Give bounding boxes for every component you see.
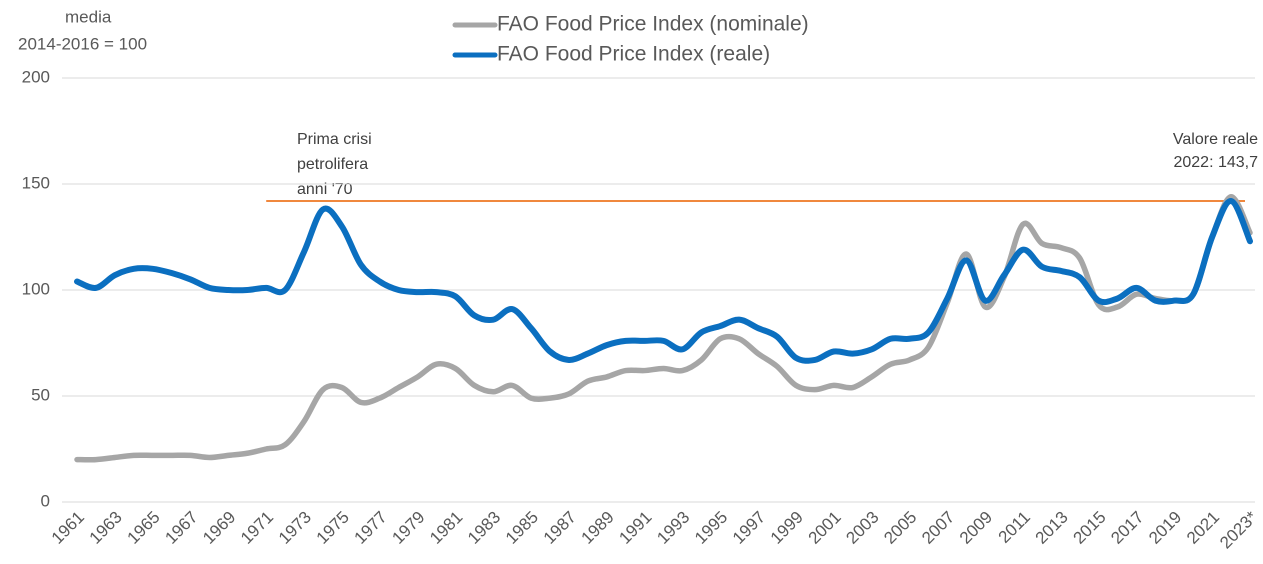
unit-note: media bbox=[65, 7, 112, 26]
x-tick-label: 1999 bbox=[767, 508, 807, 548]
x-tick-label: 1989 bbox=[578, 508, 618, 548]
annotation: Valore reale bbox=[1173, 131, 1258, 148]
series-line bbox=[74, 193, 1253, 463]
y-tick-label: 200 bbox=[22, 67, 50, 86]
x-tick-label: 1987 bbox=[540, 508, 580, 548]
x-tick-label: 2021 bbox=[1183, 508, 1223, 548]
y-tick-label: 50 bbox=[31, 385, 50, 404]
y-tick-label: 150 bbox=[22, 173, 50, 192]
x-tick-label: 2019 bbox=[1145, 508, 1185, 548]
x-tick-label: 1983 bbox=[464, 508, 504, 548]
x-tick-label: 2011 bbox=[995, 508, 1034, 547]
x-tick-label: 1961 bbox=[48, 508, 88, 548]
x-tick-label: 2001 bbox=[805, 508, 845, 548]
x-tick-label: 1965 bbox=[123, 508, 163, 548]
x-tick-label: 1977 bbox=[351, 508, 391, 548]
legend-label: FAO Food Price Index (nominale) bbox=[497, 13, 809, 36]
x-tick-label: 1979 bbox=[388, 508, 428, 548]
x-tick-label: 2007 bbox=[918, 508, 958, 548]
annotation: anni '70 bbox=[297, 181, 353, 198]
x-tick-label: 1991 bbox=[615, 508, 655, 548]
x-tick-label: 1967 bbox=[161, 508, 201, 548]
x-tick-label: 2009 bbox=[956, 508, 996, 548]
x-tick-label: 2023* bbox=[1216, 507, 1261, 552]
x-tick-label: 1971 bbox=[237, 508, 277, 548]
annotation: 2022: 143,7 bbox=[1173, 154, 1258, 171]
x-tick-label: 2003 bbox=[842, 508, 882, 548]
x-tick-label: 1969 bbox=[199, 508, 239, 548]
x-tick-label: 1975 bbox=[313, 508, 353, 548]
x-tick-label: 1985 bbox=[502, 508, 542, 548]
y-tick-label: 0 bbox=[41, 491, 50, 510]
y-tick-label: 100 bbox=[22, 279, 50, 298]
annotation: Prima crisi bbox=[297, 131, 372, 148]
x-tick-label: 1981 bbox=[426, 508, 466, 548]
x-tick-label: 1995 bbox=[691, 508, 731, 548]
x-tick-label: 2013 bbox=[1032, 508, 1072, 548]
x-tick-label: 1963 bbox=[86, 508, 126, 548]
x-tick-label: 1973 bbox=[275, 508, 315, 548]
annotation: petrolifera bbox=[297, 156, 368, 173]
x-tick-label: 2015 bbox=[1069, 508, 1109, 548]
x-tick-label: 2017 bbox=[1107, 508, 1147, 548]
series-line bbox=[74, 197, 1253, 364]
legend-label: FAO Food Price Index (reale) bbox=[497, 43, 770, 66]
x-tick-label: 1993 bbox=[653, 508, 693, 548]
x-tick-label: 1997 bbox=[729, 508, 769, 548]
unit-note: 2014-2016 = 100 bbox=[18, 34, 147, 53]
x-tick-label: 2005 bbox=[880, 508, 920, 548]
